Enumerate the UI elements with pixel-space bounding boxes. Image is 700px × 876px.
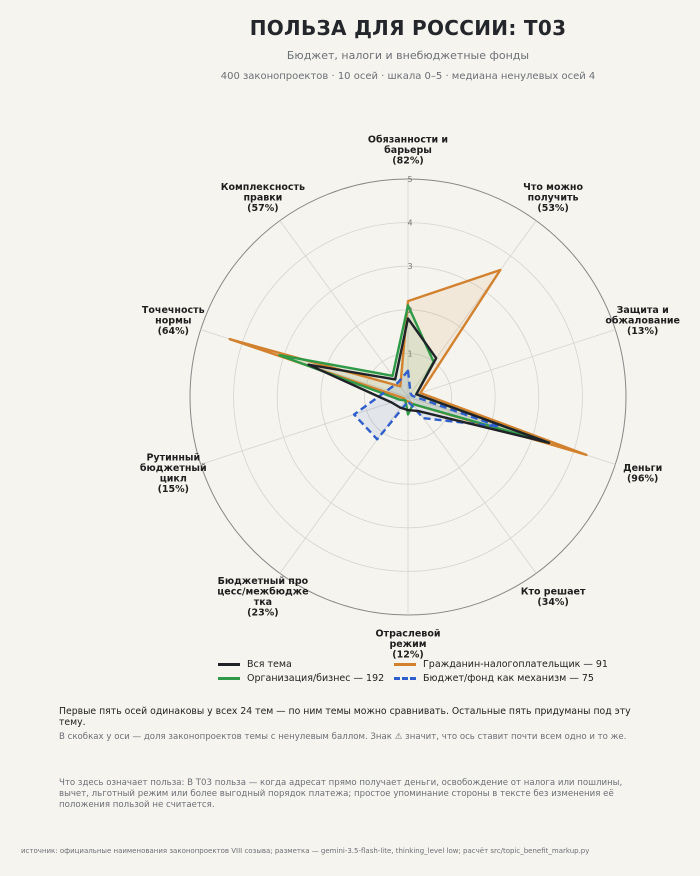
axis-label: Бюджетный про цесс/межбюдже тка (23%)	[217, 576, 308, 619]
legend-swatch	[218, 663, 240, 666]
ring-tick-label: 4	[407, 219, 412, 228]
axis-label-line: Рутинный	[146, 453, 200, 464]
axis-spoke	[200, 396, 409, 465]
axis-spoke	[407, 329, 616, 398]
axis-label-line: получить	[528, 192, 579, 203]
axis-label-line: Бюджетный про	[218, 576, 309, 587]
series-line	[352, 369, 501, 441]
axis-label-line: Деньги	[623, 463, 662, 474]
axis-spoke	[279, 396, 409, 574]
axis-label-line: Обязанности и	[368, 135, 448, 146]
chart-title: ПОЛЬЗА ДЛЯ РОССИИ: Т03	[249, 16, 567, 40]
axis-label: Отраслевой режим (12%)	[375, 628, 440, 660]
series-line	[228, 268, 588, 457]
axis-label-line: нормы	[155, 316, 191, 327]
axis-label-line: Комплексность	[221, 182, 305, 193]
note-benefit-meaning: Что здесь означает польза: В Т03 польза …	[59, 778, 623, 810]
axis-label: Что можно получить (53%)	[523, 182, 583, 214]
legend-label: Гражданин-налогоплательщик — 91	[423, 659, 608, 670]
axis-label-line: (12%)	[392, 649, 423, 660]
axis-label-line: (96%)	[627, 474, 658, 485]
legend-label: Вся тема	[247, 659, 292, 670]
axis-label: Кто решает (34%)	[521, 586, 586, 608]
series-fill	[229, 270, 587, 455]
legend-item-budget: Бюджет/фонд как механизм — 75	[394, 673, 594, 684]
ring-tick-label: 1	[407, 349, 412, 358]
legend-swatch	[394, 663, 416, 666]
axis-label: Деньги (96%)	[623, 463, 662, 485]
legend-item-business: Организация/бизнес — 192	[218, 673, 384, 684]
axis-spoke	[407, 396, 537, 574]
axis-label-line: (34%)	[537, 597, 568, 608]
axis-label-line: обжалование	[605, 316, 680, 327]
legend-swatch	[218, 677, 240, 680]
axis-label-line: Что можно	[523, 182, 583, 193]
axis-label-line: (64%)	[158, 326, 189, 337]
axis-label-line: Защита и	[617, 305, 669, 316]
legend-item-whole-topic: Вся тема	[218, 659, 292, 670]
legend-label: Организация/бизнес — 192	[247, 673, 385, 684]
legend-item-citizen: Гражданин-налогоплательщик — 91	[394, 659, 608, 670]
note-brackets: В скобках у оси — доля законопроектов те…	[59, 732, 627, 742]
series-line	[307, 317, 551, 444]
legend-swatch	[394, 677, 416, 680]
axis-label-line: правки	[243, 192, 282, 203]
chart-meta: 400 законопроектов · 10 осей · шкала 0–5…	[220, 71, 596, 82]
axis-label-line: тка	[254, 597, 272, 608]
axis-label-line: (15%)	[158, 484, 189, 495]
axis-label: Обязанности и барьеры (82%)	[368, 135, 448, 167]
note-comparable: Первые пять осей одинаковы у всех 24 тем…	[59, 706, 631, 728]
ring-tick-label: 3	[407, 262, 412, 271]
axis-label-line: Точечность	[142, 305, 205, 316]
axis-label-line: Кто решает	[521, 586, 586, 597]
axis-label-line: барьеры	[384, 145, 432, 156]
axis-label-line: цикл	[160, 474, 187, 485]
axis-label: Комплексность правки (57%)	[221, 182, 305, 214]
axis-label-line: режим	[389, 639, 426, 650]
axis-label-line: цесс/межбюдже	[217, 586, 308, 597]
source-note: источник: официальные наименования закон…	[21, 847, 590, 855]
axis-spoke	[279, 220, 409, 398]
axis-label-line: Отраслевой	[375, 628, 440, 639]
chart-subtitle: Бюджет, налоги и внебюджетные фонды	[286, 49, 530, 62]
axis-label-line: (82%)	[392, 156, 423, 167]
series-fill	[279, 305, 549, 443]
axis-label: Рутинный бюджетный цикл (15%)	[140, 453, 207, 496]
axis-label-line: (57%)	[247, 203, 278, 214]
legend-label: Бюджет/фонд как механизм — 75	[423, 673, 594, 684]
axis-label: Точечность нормы (64%)	[142, 305, 205, 337]
ring-tick-label: 5	[407, 175, 412, 184]
axis-label: Защита и обжалование (13%)	[605, 305, 680, 337]
axis-label-line: бюджетный	[140, 463, 207, 474]
axis-label-line: (13%)	[627, 326, 658, 337]
axis-label-line: (53%)	[537, 203, 568, 214]
axis-label-line: (23%)	[247, 607, 278, 618]
